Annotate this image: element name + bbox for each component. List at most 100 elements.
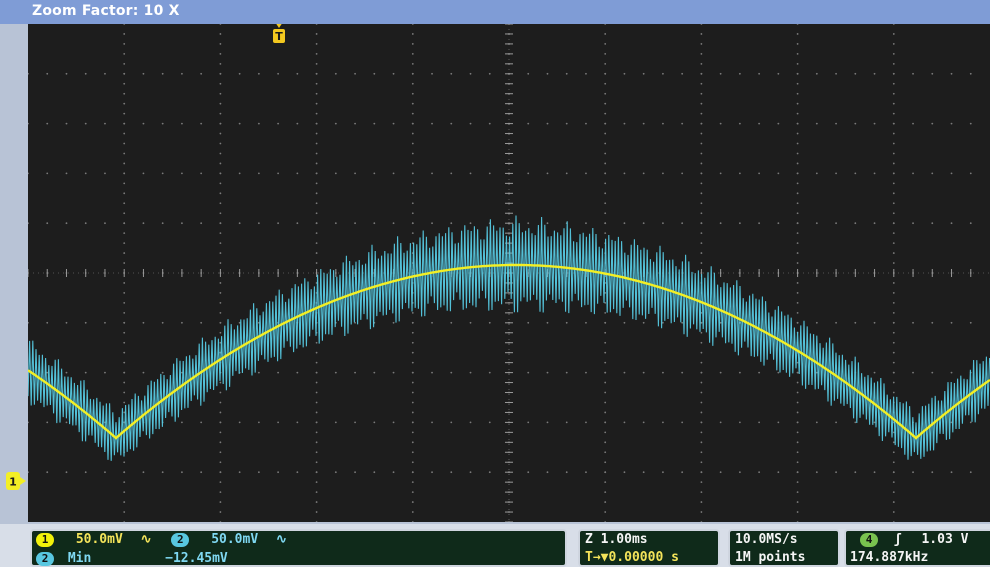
grid-dot bbox=[219, 461, 222, 464]
grid-dot bbox=[565, 321, 568, 324]
grid-dot bbox=[700, 381, 703, 384]
grid-dot bbox=[334, 122, 337, 125]
grid-dot bbox=[411, 501, 414, 503]
grid-dot bbox=[65, 471, 68, 474]
grid-dot bbox=[411, 481, 414, 484]
oscilloscope-screen[interactable]: T bbox=[28, 24, 990, 522]
channel-2-badge[interactable]: 2 bbox=[171, 532, 190, 547]
grid-dot bbox=[84, 371, 87, 374]
grid-dot bbox=[84, 321, 87, 324]
grid-dot bbox=[719, 72, 722, 75]
grid-dot bbox=[604, 72, 607, 75]
grid-dot bbox=[123, 62, 126, 65]
grid-dot bbox=[604, 311, 607, 314]
grid-dot bbox=[46, 122, 49, 125]
grid-dot bbox=[604, 421, 607, 424]
grid-dot bbox=[123, 112, 126, 115]
grid-dot bbox=[950, 321, 953, 324]
grid-dot bbox=[892, 331, 895, 334]
channel-1-badge[interactable]: 1 bbox=[36, 532, 54, 547]
grid-dot bbox=[431, 172, 433, 175]
horizontal-zoom-readout[interactable]: Z 1.00ms T→▼0.00000 s bbox=[578, 529, 720, 567]
grid-dot bbox=[411, 391, 414, 394]
grid-dot bbox=[219, 511, 222, 513]
grid-dot bbox=[411, 511, 414, 513]
grid-dot bbox=[411, 421, 414, 424]
grid-dot bbox=[565, 122, 568, 125]
grid-dot bbox=[604, 142, 607, 145]
grid-dot bbox=[585, 172, 587, 175]
grid-dot bbox=[815, 122, 818, 125]
grid-dot bbox=[219, 471, 222, 474]
grid-dot bbox=[123, 24, 126, 25]
grid-dot bbox=[315, 24, 318, 25]
grid-dot bbox=[65, 172, 68, 175]
grid-dot bbox=[796, 441, 799, 444]
grid-dot bbox=[796, 122, 799, 125]
grid-dot bbox=[123, 262, 126, 264]
grid-dot bbox=[488, 421, 491, 424]
acquisition-readout[interactable]: 10.0MS/s 1M points bbox=[728, 529, 840, 567]
grid-dot bbox=[354, 172, 356, 175]
trigger-frequency: 174.887kHz bbox=[850, 550, 929, 565]
grid-dot bbox=[315, 262, 318, 264]
grid-dot bbox=[28, 122, 29, 125]
grid-dot bbox=[604, 301, 607, 304]
grid-dot bbox=[123, 381, 126, 384]
grid-dot bbox=[123, 252, 126, 254]
grid-dot bbox=[315, 33, 318, 35]
grid-dot bbox=[392, 471, 395, 474]
grid-dot bbox=[392, 122, 395, 125]
grid-dot bbox=[700, 182, 703, 185]
grid-dot bbox=[123, 152, 126, 155]
grid-dot bbox=[315, 102, 318, 105]
grid-dot bbox=[527, 421, 530, 424]
channel-scale-readout[interactable]: 1 50.0mV ∿ 2 50.0mV ∿ 2 Min −12.45mV bbox=[30, 529, 567, 567]
grid-dot bbox=[527, 72, 530, 75]
grid-dot bbox=[604, 461, 607, 464]
grid-dot bbox=[912, 172, 914, 175]
grid-dot bbox=[662, 421, 664, 424]
grid-dot bbox=[411, 142, 414, 145]
grid-dot bbox=[738, 471, 741, 474]
grid-dot bbox=[411, 43, 414, 45]
grid-dot bbox=[315, 381, 318, 384]
grid-dot bbox=[219, 172, 222, 175]
grid-dot bbox=[873, 421, 876, 424]
trigger-position-marker[interactable]: T bbox=[272, 24, 286, 44]
grid-dot bbox=[257, 222, 260, 225]
grid-dot bbox=[123, 142, 126, 145]
grid-dot bbox=[758, 222, 761, 225]
grid-dot bbox=[835, 421, 837, 424]
grid-dot bbox=[315, 232, 318, 235]
grid-dot bbox=[796, 33, 799, 35]
grid-dot bbox=[642, 122, 645, 125]
grid-dot bbox=[700, 33, 703, 35]
grid-dot bbox=[796, 112, 799, 115]
grid-dot bbox=[84, 222, 87, 225]
grid-dot bbox=[315, 172, 318, 175]
grid-dot bbox=[950, 222, 953, 225]
grid-dot bbox=[892, 162, 895, 165]
grid-dot bbox=[796, 381, 799, 384]
channel-1-ground-marker[interactable]: 1 bbox=[6, 472, 26, 490]
grid-dot bbox=[257, 421, 260, 424]
grid-dot bbox=[315, 82, 318, 85]
trigger-slope-icon: ʃ bbox=[893, 532, 902, 547]
grid-dot bbox=[700, 321, 703, 324]
grid-dot bbox=[123, 282, 126, 284]
grid-dot bbox=[219, 282, 222, 284]
grid-dot bbox=[796, 92, 799, 95]
grid-dot bbox=[604, 481, 607, 484]
grid-dot bbox=[104, 122, 106, 125]
grid-dot bbox=[277, 172, 280, 175]
grid-dot bbox=[796, 62, 799, 65]
grid-dot bbox=[892, 212, 895, 215]
grid-dot bbox=[623, 222, 626, 225]
grid-dot bbox=[604, 162, 607, 165]
grid-dot bbox=[796, 182, 799, 185]
trigger-readout[interactable]: 4 ʃ 1.03 V 174.887kHz bbox=[844, 529, 990, 567]
grid-dot bbox=[585, 122, 587, 125]
grid-dot bbox=[815, 222, 818, 225]
grid-dot bbox=[892, 301, 895, 304]
